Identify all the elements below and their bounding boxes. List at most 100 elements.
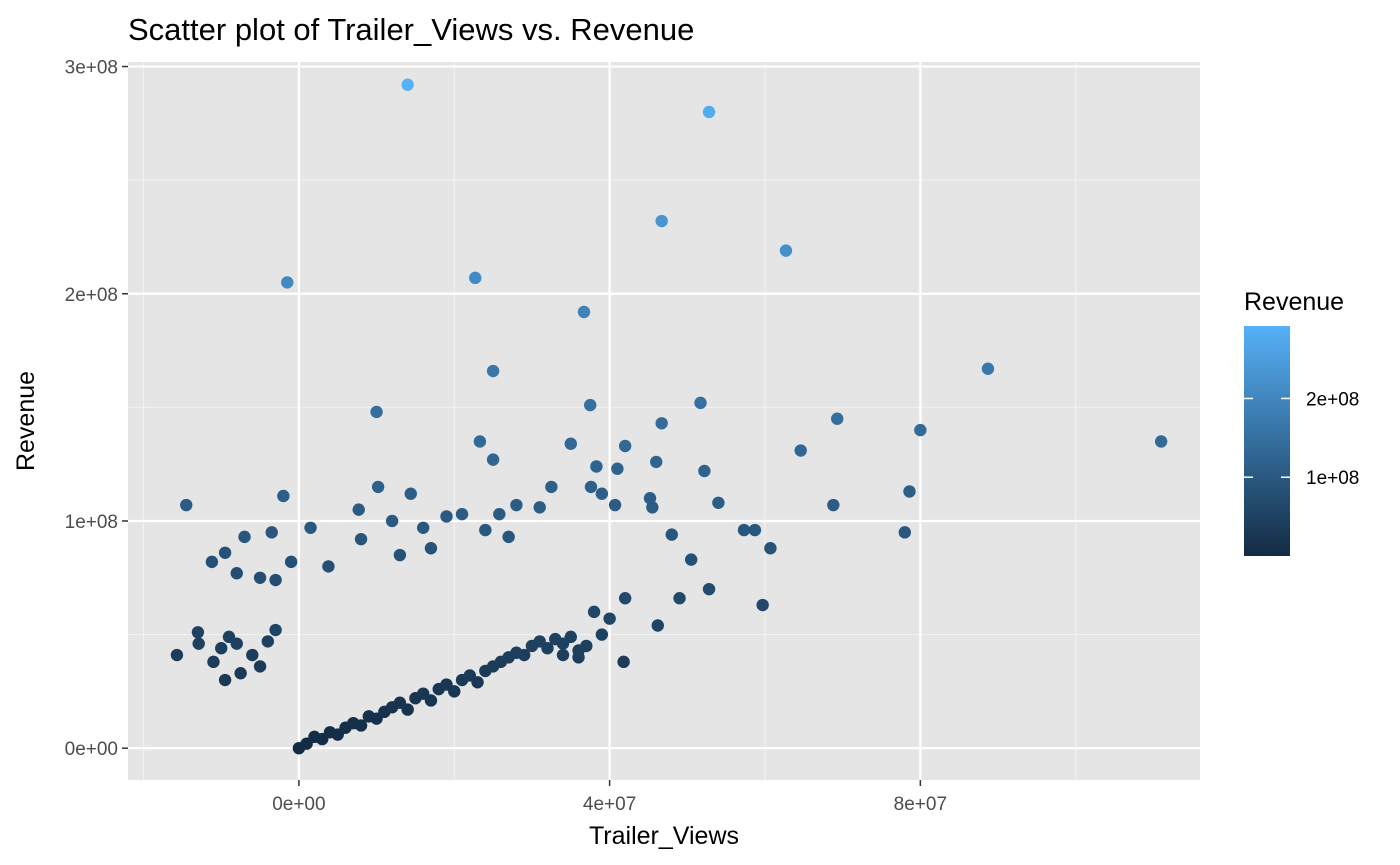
data-point — [493, 507, 506, 521]
data-point — [655, 417, 668, 430]
y-tick-label: 3e+08 — [65, 58, 118, 79]
x-axis-title: Trailer_Views — [589, 822, 739, 850]
data-point — [393, 548, 407, 562]
data-point — [827, 498, 840, 512]
data-point — [222, 630, 236, 644]
data-point — [371, 480, 385, 494]
data-point — [556, 648, 570, 662]
data-point — [603, 612, 616, 625]
data-point — [463, 669, 476, 682]
data-point — [416, 521, 430, 534]
data-point — [702, 105, 716, 119]
data-point — [756, 598, 769, 612]
colorbar-tick-label: 1e+08 — [1306, 468, 1359, 489]
data-point — [545, 480, 558, 494]
data-point — [473, 435, 487, 448]
data-point — [265, 526, 278, 539]
data-point — [502, 530, 515, 544]
data-point — [323, 726, 337, 739]
data-point — [486, 364, 500, 378]
y-tick-label: 0e+00 — [65, 739, 118, 760]
data-point — [590, 460, 603, 473]
data-point — [170, 648, 184, 662]
data-point — [903, 485, 916, 498]
data-point — [655, 214, 668, 228]
data-point — [469, 271, 482, 285]
data-point — [651, 619, 664, 632]
data-point — [393, 696, 407, 709]
data-point — [611, 462, 624, 475]
data-point — [694, 396, 707, 410]
data-point — [347, 716, 360, 730]
data-point — [533, 635, 546, 648]
data-point — [643, 492, 657, 505]
data-point — [253, 660, 267, 673]
data-point — [587, 605, 601, 619]
data-point — [230, 567, 243, 580]
data-point — [192, 637, 205, 650]
data-point — [1154, 435, 1168, 448]
y-axis-title: Revenue — [12, 371, 40, 471]
data-point — [684, 553, 698, 566]
data-point — [981, 362, 995, 375]
y-tick-label: 1e+08 — [65, 512, 118, 533]
data-point — [261, 635, 275, 648]
data-point — [370, 405, 383, 419]
data-point — [779, 244, 793, 257]
legend: Revenue 1e+08 2e+08 — [1244, 288, 1359, 556]
data-point — [352, 503, 365, 516]
data-point — [584, 480, 598, 494]
y-tick-label: 2e+08 — [65, 285, 118, 306]
data-points — [170, 78, 1168, 755]
legend-title: Revenue — [1244, 288, 1344, 316]
legend-ticks: 1e+08 2e+08 — [1244, 389, 1359, 489]
data-point — [748, 523, 762, 537]
y-axis: 0e+00 1e+08 2e+08 3e+08 — [65, 58, 128, 760]
data-point — [440, 678, 453, 691]
colorbar — [1244, 326, 1290, 556]
data-point — [284, 555, 298, 569]
data-point — [440, 510, 453, 523]
data-point — [698, 464, 711, 478]
data-point — [486, 453, 500, 466]
data-point — [238, 530, 251, 544]
data-point — [617, 655, 630, 669]
data-point — [207, 655, 220, 669]
data-point — [564, 630, 577, 644]
x-tick-label: 4e+07 — [583, 794, 636, 815]
data-point — [737, 523, 751, 537]
data-point — [218, 546, 232, 559]
data-point — [322, 560, 335, 573]
data-point — [577, 305, 591, 319]
data-point — [354, 532, 368, 546]
data-point — [215, 642, 228, 655]
data-point — [205, 555, 219, 569]
data-point — [510, 646, 523, 659]
data-point — [191, 626, 205, 639]
data-point — [362, 710, 376, 723]
x-axis: 0e+00 4e+07 8e+07 — [272, 780, 947, 815]
data-point — [269, 573, 282, 587]
data-point — [898, 526, 912, 539]
data-point — [455, 507, 469, 521]
minor-gridlines — [128, 62, 1200, 780]
data-point — [702, 582, 716, 596]
colorbar-tick-label: 2e+08 — [1306, 389, 1359, 410]
chart-title: Scatter plot of Trailer_Views vs. Revenu… — [128, 12, 694, 47]
data-point — [794, 444, 807, 457]
data-point — [665, 528, 678, 541]
data-point — [650, 455, 663, 469]
data-point — [549, 632, 562, 646]
data-point — [831, 412, 844, 425]
data-point — [218, 673, 232, 687]
data-point — [595, 628, 609, 641]
x-tick-label: 0e+00 — [272, 794, 325, 815]
data-point — [510, 498, 523, 512]
data-point — [608, 498, 622, 512]
data-point — [618, 439, 632, 453]
data-point — [180, 498, 193, 512]
data-point — [404, 487, 417, 500]
data-point — [564, 437, 577, 450]
